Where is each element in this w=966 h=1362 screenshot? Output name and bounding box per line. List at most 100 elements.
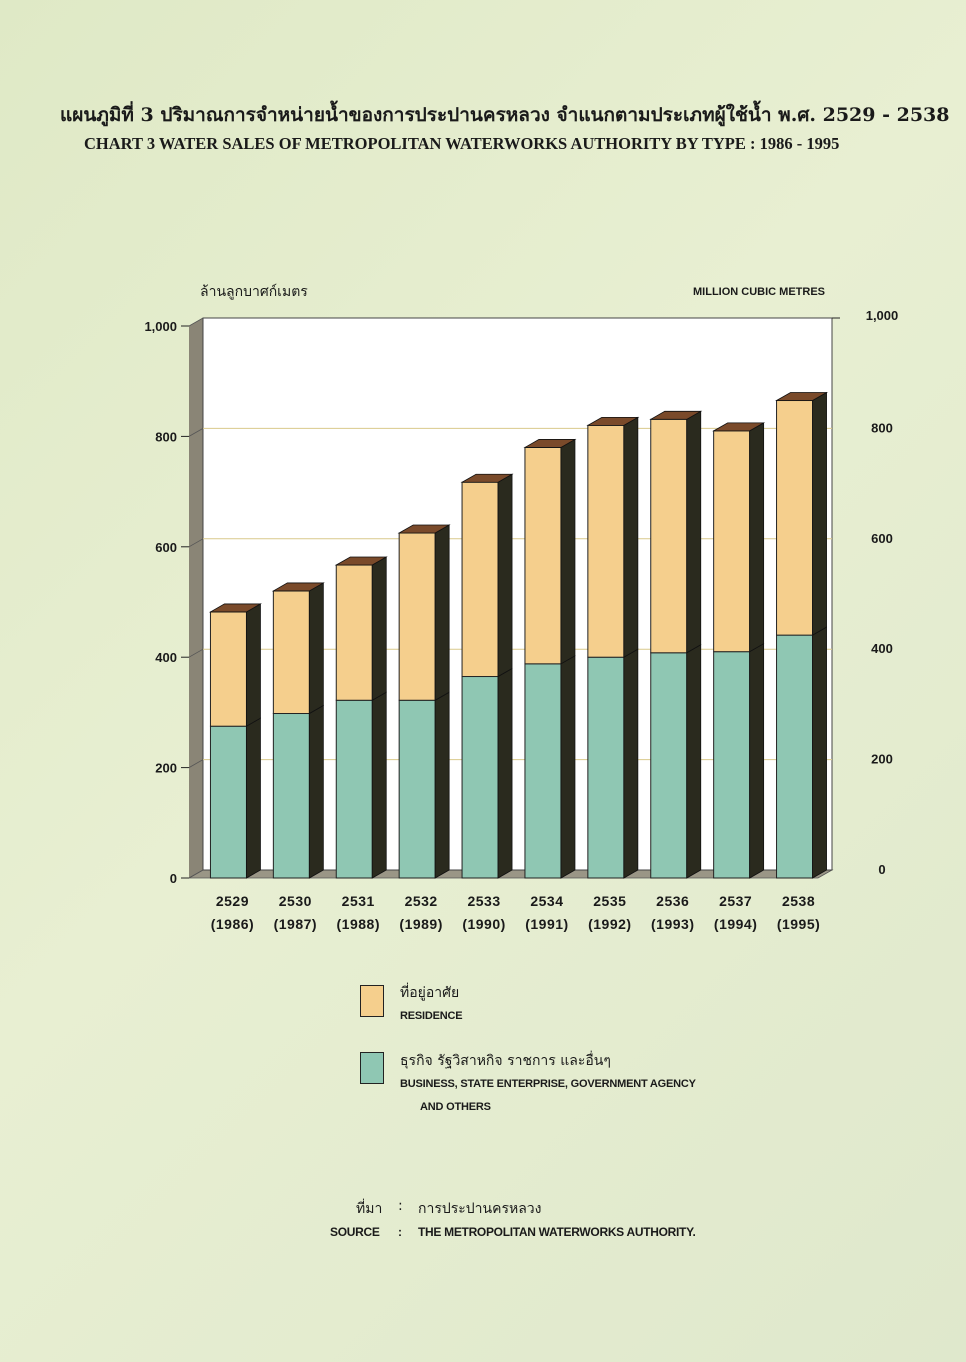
- bar-side: [308, 704, 324, 879]
- y-axis-unit-english: MILLION CUBIC METRES: [693, 286, 825, 298]
- bar-segment: [209, 725, 247, 879]
- chart-title-thai: แผนภูมิที่ 3 ปริมาณการจำหน่ายน้ำของการปร…: [60, 104, 950, 126]
- x-tick-sublabel: (1994): [714, 916, 757, 932]
- source-label-thai: ที่มา: [356, 1201, 383, 1217]
- x-tick-label: 2535: [593, 893, 626, 909]
- bar-side: [246, 603, 261, 727]
- bar-side: [497, 473, 513, 678]
- bar-segment: [587, 424, 625, 658]
- y-tick-label-right: 400: [871, 641, 893, 656]
- bar-side: [623, 648, 639, 879]
- x-tick-sublabel: (1987): [274, 916, 317, 932]
- bar-top: [271, 582, 325, 592]
- x-tick-label: 2534: [530, 893, 563, 909]
- bar-segment: [461, 481, 499, 678]
- x-tick-sublabel: (1989): [399, 916, 442, 932]
- legend-label-business-thai: ธุรกิจ รัฐวิสาหกิจ ราชการ และอื่นๆ: [400, 1053, 611, 1069]
- bar-segment: [776, 634, 814, 879]
- bar-segment: [524, 663, 562, 879]
- y-tick-label-right: 200: [871, 752, 893, 767]
- x-tick-label: 2536: [656, 893, 689, 909]
- x-tick-sublabel: (1988): [337, 916, 380, 932]
- bar-segment: [209, 611, 247, 727]
- bar-segment: [398, 699, 436, 879]
- bar-segment: [335, 699, 373, 879]
- bar-segment: [398, 532, 436, 701]
- x-tick-label: 2530: [279, 893, 312, 909]
- bar-segment: [272, 590, 310, 715]
- x-tick-sublabel: (1995): [777, 916, 820, 932]
- bar-side: [812, 626, 827, 879]
- bar-side: [623, 416, 639, 658]
- x-tick-sublabel: (1992): [588, 916, 631, 932]
- bar-side: [812, 391, 827, 636]
- y-tick-label-left: 200: [155, 761, 177, 776]
- bar-side: [434, 691, 450, 879]
- x-tick-label: 2531: [342, 893, 375, 909]
- bar-segment: [524, 446, 562, 665]
- x-tick-sublabel: (1986): [211, 916, 254, 932]
- legend-label-business-english-line2: AND OTHERS: [420, 1101, 491, 1113]
- bar-side: [560, 655, 576, 879]
- chart-title-english: CHART 3 WATER SALES OF METROPOLITAN WATE…: [84, 134, 840, 153]
- source-label-english: SOURCE: [330, 1225, 380, 1239]
- wall-tick-line: [188, 869, 204, 879]
- bar-top: [712, 422, 766, 432]
- x-tick-label: 2529: [216, 893, 249, 909]
- x-tick-label: 2533: [467, 893, 500, 909]
- bar-side: [246, 717, 261, 879]
- y-tick-label-right: 1,000: [866, 308, 899, 323]
- y-tick-label-left: 800: [155, 429, 177, 444]
- wall-tick-line: [188, 648, 204, 658]
- bar-segment: [461, 676, 499, 879]
- bar-segment: [713, 430, 751, 653]
- y-tick-label-left: 400: [155, 650, 177, 665]
- bar-side: [308, 582, 324, 715]
- bar-side: [749, 642, 765, 879]
- stacked-bar-chart: 0 0 200 200 400 400 600 600 800 800 1,000 1,000 ล้าน…: [144, 283, 899, 932]
- bar-segment: [713, 651, 751, 879]
- bar-side: [749, 422, 765, 653]
- x-tick-sublabel: (1993): [651, 916, 694, 932]
- bar-top: [460, 473, 514, 483]
- y-tick-label-left: 600: [155, 540, 177, 555]
- y-tick-label-left: 0: [170, 871, 177, 886]
- wall-tick-line: [188, 428, 204, 437]
- y-tick-label-right: 800: [871, 420, 893, 435]
- bar-segment: [776, 400, 814, 636]
- legend-label-residence-english: RESIDENCE: [400, 1010, 463, 1022]
- bar-side: [686, 410, 702, 654]
- y-tick-label-right: 0: [878, 862, 885, 877]
- chart-left-wall: [189, 318, 203, 878]
- x-tick-label: 2537: [719, 893, 752, 909]
- bar-top: [586, 416, 640, 426]
- bar-top: [649, 410, 703, 420]
- legend-label-business-english-line1: BUSINESS, STATE ENTERPRISE, GOVERNMENT A…: [400, 1078, 696, 1090]
- x-tick-label: 2538: [782, 893, 815, 909]
- x-tick-label: 2532: [405, 893, 438, 909]
- bar-side: [497, 667, 513, 879]
- bar-side: [371, 556, 387, 701]
- y-tick-label-left: 1,000: [144, 319, 177, 334]
- bar-side: [371, 691, 387, 879]
- wall-tick-line: [188, 759, 204, 768]
- wall-tick-line: [188, 538, 204, 548]
- bar-top: [334, 556, 388, 566]
- source-value-thai: การประปานครหลวง: [418, 1201, 542, 1217]
- bar-segment: [650, 418, 688, 654]
- bar-segment: [650, 652, 688, 879]
- bar-side: [434, 524, 450, 701]
- bar-side: [686, 644, 702, 879]
- y-axis-unit-thai: ล้านลูกบาศก์เมตร: [200, 283, 308, 300]
- bar-top: [523, 439, 577, 448]
- y-tick-label-right: 600: [871, 531, 893, 546]
- legend-swatch-residence: [360, 985, 384, 1017]
- bar-side: [560, 438, 576, 665]
- bar-top: [208, 603, 262, 613]
- bar-segment: [272, 713, 310, 879]
- x-tick-sublabel: (1991): [525, 916, 568, 932]
- bar-top: [775, 392, 829, 401]
- legend-label-residence-thai: ที่อยู่อาศัย: [400, 985, 460, 1001]
- bar-segment: [335, 564, 373, 701]
- wall-tick-line: [188, 317, 204, 327]
